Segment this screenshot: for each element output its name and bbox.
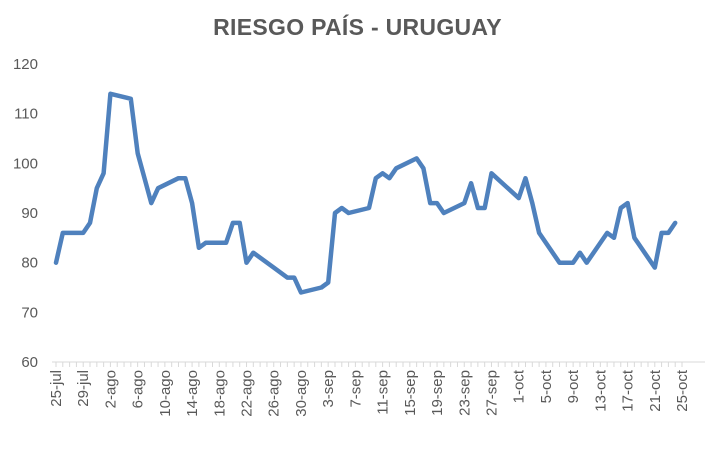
y-tick-label: 90 <box>21 205 38 222</box>
y-axis-ticks: 60 70 80 90 100 110 120 <box>13 56 38 371</box>
x-tick-label: 13-oct <box>592 369 609 412</box>
x-axis-ticks: 25-jul 29-jul 2-ago 6-ago 10-ago 14-ago 18-ago… <box>48 362 691 417</box>
y-tick-label: 60 <box>21 354 38 371</box>
y-tick-label: 80 <box>21 255 38 272</box>
y-tick-label: 110 <box>14 106 38 123</box>
x-tick-label: 23-sep <box>456 370 473 416</box>
x-tick-label: 6-ago <box>130 370 147 408</box>
x-tick-label: 18-ago <box>211 370 228 417</box>
chart-title: RIESGO PAÍS - URUGUAY <box>213 14 502 40</box>
x-tick-label: 9-oct <box>565 369 582 403</box>
x-tick-label: 10-ago <box>157 370 174 417</box>
y-tick-label: 100 <box>13 155 38 172</box>
x-tick-label: 25-oct <box>674 369 691 412</box>
x-tick-label: 11-sep <box>375 370 392 415</box>
series-layer <box>53 91 678 295</box>
x-tick-label: 21-oct <box>647 369 664 412</box>
x-tick-label: 27-sep <box>483 370 500 416</box>
y-tick-label: 70 <box>21 304 38 321</box>
x-tick-label: 29-jul <box>75 370 92 407</box>
series-line <box>53 91 678 295</box>
x-tick-label: 17-oct <box>620 369 637 412</box>
x-tick-label: 19-sep <box>429 370 446 416</box>
x-tick-label: 22-ago <box>239 370 256 417</box>
x-tick-label: 30-ago <box>293 370 310 417</box>
x-tick-label: 1-oct <box>511 369 528 403</box>
x-tick-label: 26-ago <box>266 370 283 417</box>
y-tick-label: 120 <box>13 56 38 73</box>
x-tick-label: 15-sep <box>402 370 419 416</box>
x-tick-label: 14-ago <box>184 370 201 417</box>
x-tick-label: 3-sep <box>320 370 337 408</box>
x-tick-label: 7-sep <box>347 370 364 408</box>
x-tick-label: 2-ago <box>102 370 119 408</box>
x-tick-label: 25-jul <box>48 370 65 407</box>
x-tick-label: 5-oct <box>538 369 555 403</box>
